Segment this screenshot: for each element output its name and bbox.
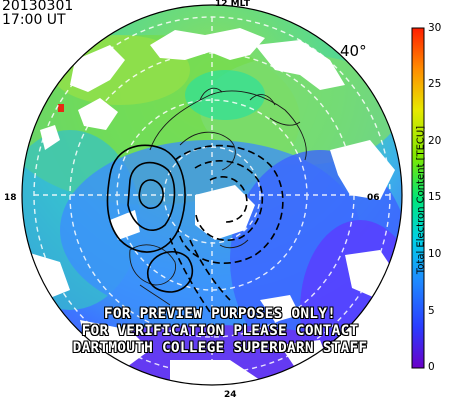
- colorbar-tick: 0: [428, 361, 435, 373]
- colorbar-tick: 10: [428, 248, 442, 260]
- colorbar: [411, 27, 425, 369]
- mlt-18-label: 18: [4, 193, 17, 203]
- watermark-line-3: DARTMOUTH COLLEGE SUPERDARN STAFF: [72, 340, 368, 356]
- time-label: 17:00 UT: [2, 12, 66, 28]
- mlt-06-label: 06: [367, 193, 380, 203]
- mlt-12-label: 12 MLT: [215, 0, 250, 9]
- colorbar-tick: 30: [428, 22, 442, 34]
- colorbar-tick: 25: [428, 78, 442, 90]
- watermark-line-2: FOR VERIFICATION PLEASE CONTACT: [81, 323, 359, 339]
- coastlines: [129, 87, 307, 306]
- colorbar-tick: 5: [428, 305, 435, 317]
- mlt-24-label: 24: [224, 390, 237, 400]
- watermark-line-1: FOR PREVIEW PURPOSES ONLY!: [103, 306, 337, 322]
- colorbar-title: Total Electron Content [TECU]: [415, 125, 427, 275]
- polar-boundary: [21, 4, 403, 386]
- latitude-circles: [33, 16, 391, 374]
- colorbar-tick: 20: [428, 135, 442, 147]
- latitude-label: 40°: [340, 42, 367, 60]
- date-label: 20130301: [2, 0, 74, 14]
- convection-contours-dashed: [169, 144, 284, 316]
- colorbar-tick: 15: [428, 191, 442, 203]
- colorbar-gradient: [411, 27, 425, 369]
